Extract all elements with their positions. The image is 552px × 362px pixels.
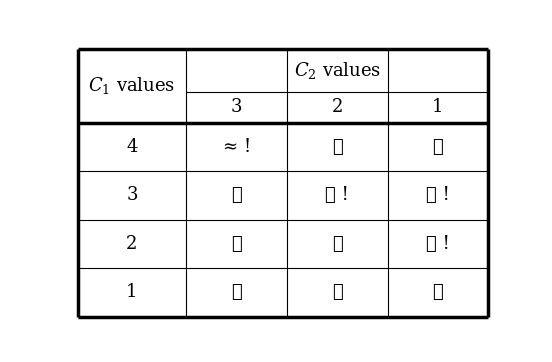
Text: 1: 1 xyxy=(126,283,137,301)
Text: $C_1$ values: $C_1$ values xyxy=(88,75,176,96)
Text: ≻: ≻ xyxy=(433,138,443,156)
Text: 3: 3 xyxy=(126,186,137,205)
Text: $C_2$ values: $C_2$ values xyxy=(294,60,381,81)
Text: ≺: ≺ xyxy=(231,235,242,253)
Text: ≻ !: ≻ ! xyxy=(426,186,450,205)
Text: ≺ !: ≺ ! xyxy=(325,186,349,205)
Text: 3: 3 xyxy=(231,98,242,116)
Text: ≺: ≺ xyxy=(433,283,443,301)
Text: 2: 2 xyxy=(332,98,343,116)
Text: 4: 4 xyxy=(126,138,137,156)
Text: ≈ !: ≈ ! xyxy=(222,138,251,156)
Text: ≺: ≺ xyxy=(332,235,343,253)
Text: ≺ !: ≺ ! xyxy=(426,235,450,253)
Text: 2: 2 xyxy=(126,235,137,253)
Text: ≺: ≺ xyxy=(231,186,242,205)
Text: 1: 1 xyxy=(432,98,444,116)
Text: ≺: ≺ xyxy=(332,283,343,301)
Text: ≻: ≻ xyxy=(332,138,343,156)
Text: ≺: ≺ xyxy=(231,283,242,301)
